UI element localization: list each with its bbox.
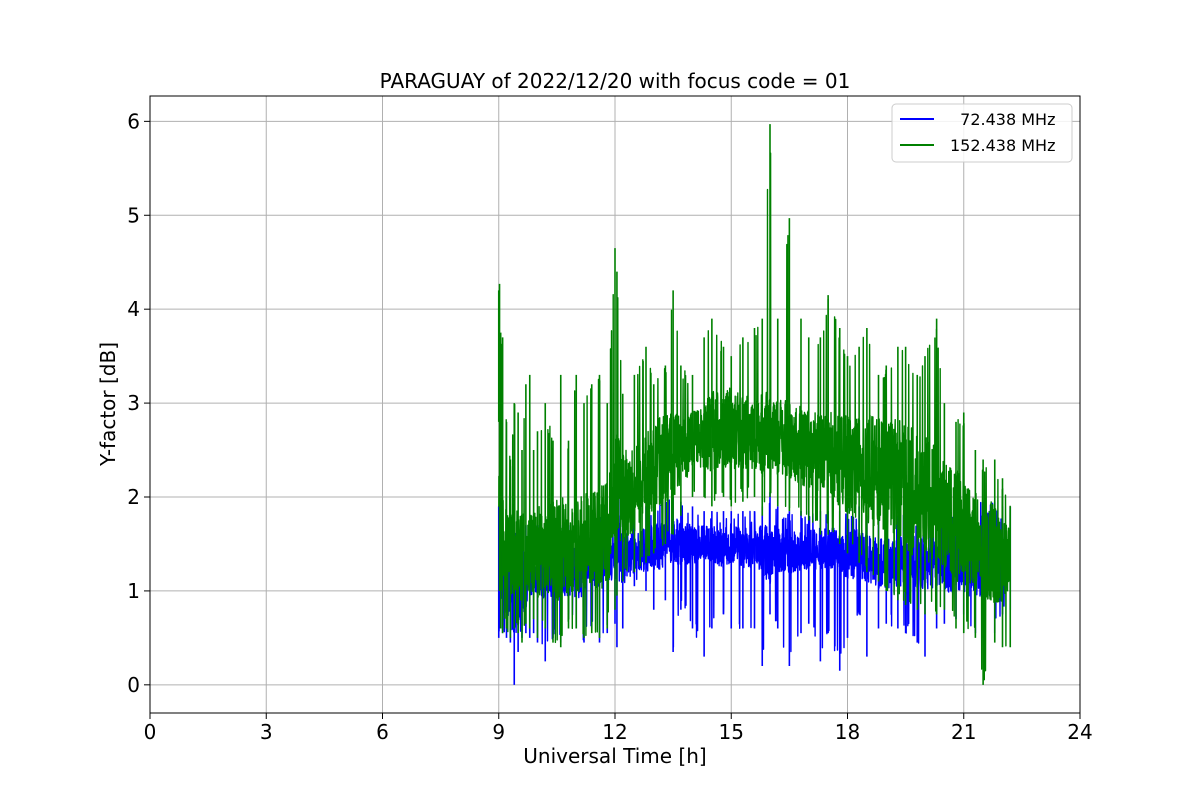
chart-title: PARAGUAY of 2022/12/20 with focus code =… — [380, 69, 851, 93]
x-tick-label: 6 — [376, 720, 389, 744]
x-axis-label: Universal Time [h] — [523, 744, 706, 768]
series-1 — [497, 124, 1012, 685]
legend-label-152mhz: 152.438 MHz — [950, 136, 1055, 155]
y-tick-label: 0 — [127, 673, 140, 697]
x-tick-label: 18 — [835, 720, 860, 744]
x-tick-label: 3 — [260, 720, 273, 744]
y-tick-label: 6 — [127, 109, 140, 133]
legend: 72.438 MHz 152.438 MHz — [891, 103, 1073, 163]
x-tick-label: 12 — [602, 720, 627, 744]
x-tick-label: 21 — [951, 720, 976, 744]
x-tick-label: 0 — [144, 720, 157, 744]
y-tick-label: 5 — [127, 203, 140, 227]
y-axis-label: Y-factor [dB] — [96, 342, 120, 467]
x-tick-label: 15 — [719, 720, 744, 744]
x-tick-label: 24 — [1067, 720, 1092, 744]
x-tick-label: 9 — [492, 720, 505, 744]
y-tick-label: 1 — [127, 579, 140, 603]
legend-label-72mhz: 72.438 MHz — [950, 110, 1055, 129]
y-tick-label: 3 — [127, 391, 140, 415]
legend-box — [891, 103, 1073, 163]
y-tick-label: 4 — [127, 297, 140, 321]
y-tick-label: 2 — [127, 485, 140, 509]
series-layer — [497, 124, 1012, 685]
